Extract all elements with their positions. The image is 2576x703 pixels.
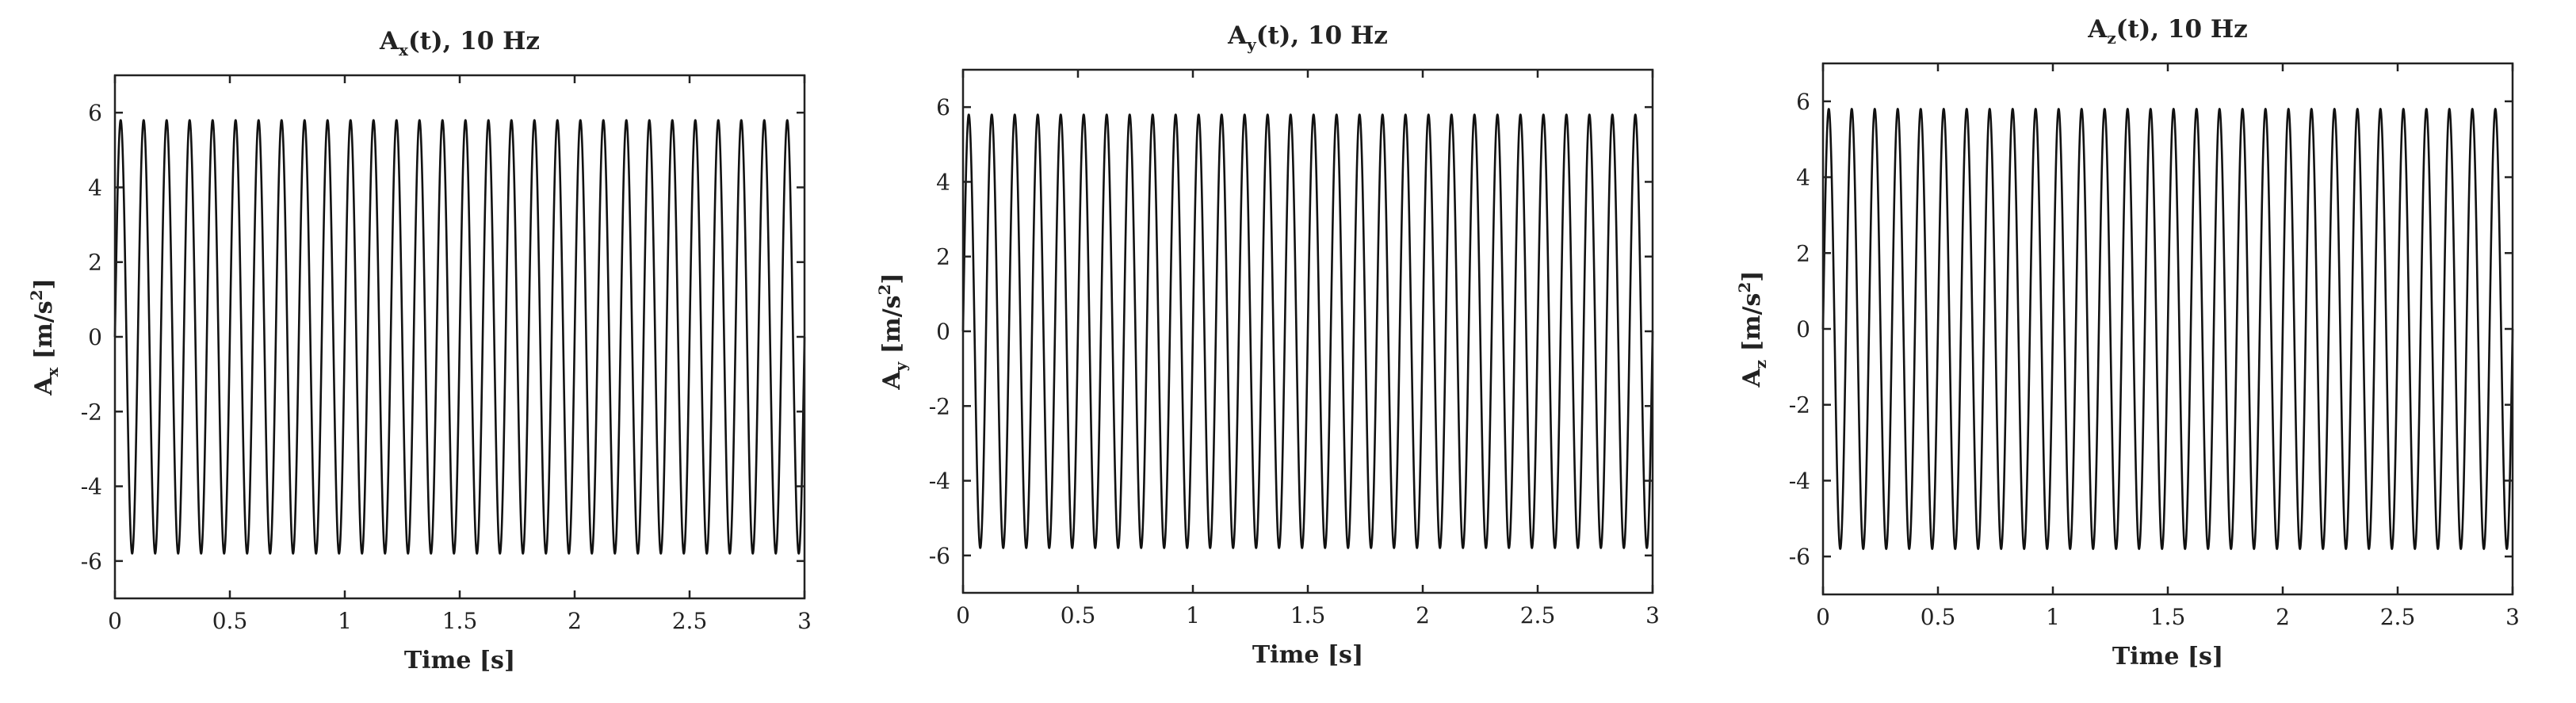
y-axis-label-ax: Ax [m/s2] [27,278,62,396]
y-tick-label-ay: 2 [936,244,950,270]
y-tick-label-ax: 4 [88,174,102,201]
x-tick-label-az: 1 [2046,604,2060,630]
chart-panel-ax: 0 0.5 1 1.5 2 2.5 3 -6 -4 -2 0 2 4 6 Ax(t), 10 Hz Time … [0,0,860,703]
x-tick-label-ax: 0 [108,608,122,634]
signal-line-ay [961,113,1654,549]
y-tick-label-az: 0 [1796,316,1810,342]
x-tick-label-ay: 0.5 [1061,602,1096,628]
y-tick-label-ax: 6 [88,100,102,126]
x-tick-label-az: 3 [2505,604,2520,630]
x-tick-label-ax: 3 [797,608,812,634]
x-tick-label-ax: 1.5 [442,608,478,634]
y-tick-label-ay: 6 [936,94,950,120]
x-axis-label-ay: Time [s] [1252,641,1363,669]
chart-panel-ay: 0 0.5 1 1.5 2 2.5 3 -6 -4 -2 0 2 4 6 Ay(t), 10 Hz Time … [860,0,1720,703]
x-tick-label-ay: 3 [1645,602,1660,628]
y-tick-label-ax: -4 [81,474,102,500]
x-tick-label-ax: 2 [568,608,582,634]
x-axis-label-ax: Time [s] [404,647,515,674]
y-tick-label-ax: -2 [81,399,102,425]
y-tick-label-az: 4 [1796,165,1810,191]
x-tick-label-ay: 1 [1186,602,1200,628]
y-tick-label-az: 6 [1796,89,1810,115]
chart-title-ay: Ay(t), 10 Hz [1227,21,1388,54]
chart-ay-svg: 0 0.5 1 1.5 2 2.5 3 -6 -4 -2 0 2 4 6 Ay(t), 10 Hz Time … [875,21,1660,669]
y-tick-label-az: -2 [1789,392,1810,418]
y-axis-label-az: Az [m/s2] [1735,271,1770,388]
x-tick-label-az: 2.5 [2380,604,2416,630]
x-tick-label-ay: 0 [956,602,970,628]
x-tick-label-ay: 2.5 [1520,602,1556,628]
x-tick-label-az: 0.5 [1921,604,1956,630]
chart-az-svg: 0 0.5 1 1.5 2 2.5 3 -6 -4 -2 0 2 4 6 Az(t), 10 Hz Time … [1735,15,2520,671]
x-tick-label-az: 0 [1816,604,1830,630]
y-tick-label-az: 2 [1796,240,1810,266]
y-tick-label-ay: -4 [929,468,950,495]
y-tick-label-ay: -6 [929,543,950,569]
y-tick-label-ax: 2 [88,250,102,276]
x-tick-label-ay: 1.5 [1290,602,1326,628]
y-tick-label-ay: 0 [936,319,950,345]
signal-line-ax [113,119,806,555]
chart-title-az: Az(t), 10 Hz [2087,15,2248,48]
x-axis-label-az: Time [s] [2112,643,2223,671]
x-tick-label-az: 2 [2276,604,2290,630]
signal-line-az [1821,108,2514,550]
x-tick-label-az: 1.5 [2150,604,2186,630]
y-tick-label-ay: 4 [936,169,950,195]
y-tick-label-az: -6 [1789,544,1810,570]
y-tick-label-ax: -6 [81,548,102,575]
x-tick-label-ax: 0.5 [212,608,248,634]
x-tick-label-ay: 2 [1416,602,1430,628]
chart-title-ax: Ax(t), 10 Hz [379,27,540,59]
y-tick-label-ax: 0 [88,324,102,350]
x-tick-label-ax: 1 [338,608,352,634]
y-axis-label-ay: Ay [m/s2] [875,273,910,390]
chart-ax-svg: 0 0.5 1 1.5 2 2.5 3 -6 -4 -2 0 2 4 6 Ax(t), 10 Hz Time … [27,27,812,674]
chart-panel-az: 0 0.5 1 1.5 2 2.5 3 -6 -4 -2 0 2 4 6 Az(t), 10 Hz Time … [1720,0,2576,703]
x-tick-label-ax: 2.5 [672,608,708,634]
y-tick-label-az: -4 [1789,468,1810,494]
y-tick-label-ay: -2 [929,393,950,419]
